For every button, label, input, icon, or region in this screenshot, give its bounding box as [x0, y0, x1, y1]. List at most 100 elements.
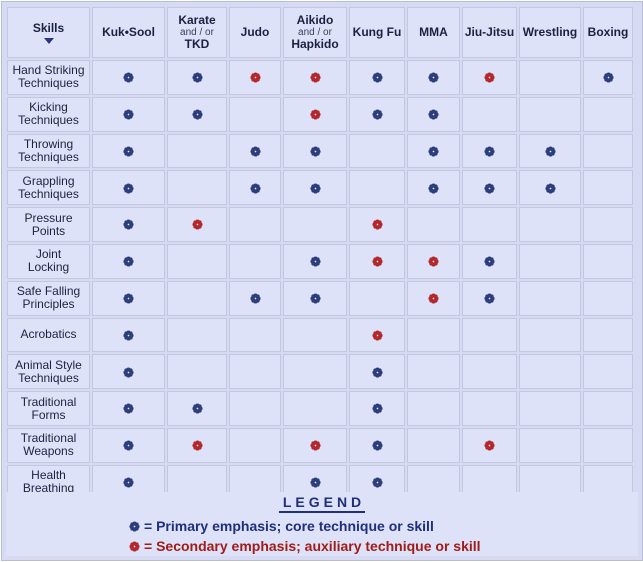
table-cell	[349, 96, 405, 132]
blue-flower-icon	[191, 403, 203, 414]
blue-flower-icon	[123, 367, 134, 378]
table-cell	[167, 96, 227, 132]
table-cell	[283, 133, 347, 169]
table-cell	[229, 170, 281, 206]
blue-flower-icon	[191, 109, 203, 120]
skill-name: Pressure Points	[7, 207, 90, 242]
blue-flower-icon	[484, 183, 495, 194]
table-cell	[229, 133, 281, 169]
table-cell	[167, 280, 227, 316]
header-style-name: Wrestling	[522, 25, 578, 39]
table-cell	[462, 60, 517, 95]
legend-primary: = Primary emphasis; core technique or sk…	[129, 518, 434, 534]
table-cell	[283, 96, 347, 132]
header-style-name: Karate	[178, 13, 216, 27]
header-style: Judo	[229, 7, 281, 58]
table-cell	[462, 354, 517, 390]
skill-name-line: Points	[31, 223, 66, 238]
header-skills[interactable]: Skills	[7, 7, 90, 58]
table-cell	[167, 243, 227, 279]
table-cell	[229, 60, 281, 95]
table-cell	[349, 133, 405, 169]
skill-name-line: Techniques	[18, 186, 79, 201]
skill-name: Animal Style Techniques	[7, 354, 90, 390]
table-cell	[407, 207, 460, 242]
red-flower-icon	[309, 440, 321, 451]
blue-flower-icon	[123, 219, 134, 230]
blue-flower-icon	[484, 293, 495, 304]
table-cell	[92, 133, 165, 169]
table-cell	[407, 96, 460, 132]
skill-name-line: Safe Falling	[16, 284, 81, 299]
table-cell	[407, 170, 460, 206]
header-style: Wrestling	[519, 7, 581, 58]
table-cell	[92, 427, 165, 463]
table-cell	[583, 280, 633, 316]
comparison-table: Skills Kuk•Sool Karate and / or TKD Judo Aikid…	[5, 5, 635, 502]
blue-flower-icon	[371, 477, 383, 488]
table-cell	[407, 317, 460, 353]
table-cell	[92, 96, 165, 132]
blue-flower-icon	[249, 183, 261, 194]
red-flower-icon	[129, 541, 140, 552]
table-cell	[583, 391, 633, 426]
skill-name: Joint Locking	[7, 243, 90, 279]
header-style-name: Kung Fu	[352, 25, 402, 39]
blue-flower-icon	[249, 293, 261, 304]
header-style: MMA	[407, 7, 460, 58]
header-skills-label: Skills	[32, 20, 65, 35]
skill-name-line: Traditional	[20, 431, 77, 446]
table-cell	[583, 243, 633, 279]
table-cell	[407, 60, 460, 95]
table-cell	[229, 280, 281, 316]
table-cell	[229, 96, 281, 132]
skill-name-line: Animal Style	[15, 357, 82, 372]
header-style-connector: and / or	[180, 27, 214, 38]
table-cell	[462, 317, 517, 353]
blue-flower-icon	[309, 146, 321, 157]
skill-name-line: Principles	[22, 297, 75, 312]
table-row: Grappling Techniques	[7, 170, 633, 206]
blue-flower-icon	[428, 183, 439, 194]
table-cell	[462, 170, 517, 206]
blue-flower-icon	[309, 293, 321, 304]
header-style-alt-name: TKD	[184, 37, 210, 51]
table-cell	[519, 317, 581, 353]
table-cell	[462, 133, 517, 169]
blue-flower-icon	[544, 146, 556, 157]
table-cell	[349, 243, 405, 279]
table-cell	[283, 391, 347, 426]
blue-flower-icon	[123, 477, 134, 488]
caret-down-icon[interactable]	[43, 37, 54, 44]
skill-name: Grappling Techniques	[7, 170, 90, 206]
blue-flower-icon	[123, 72, 134, 83]
skill-name-line: Health	[31, 468, 66, 483]
table-cell	[349, 60, 405, 95]
skill-name-line: Pressure	[24, 210, 73, 225]
table-cell	[229, 207, 281, 242]
skill-name-line: Techniques	[18, 149, 79, 164]
table-cell	[167, 133, 227, 169]
table-row: Hand Striking Techniques	[7, 60, 633, 95]
skill-name-line: Techniques	[18, 113, 79, 128]
table-cell	[92, 391, 165, 426]
red-flower-icon	[371, 219, 383, 230]
table-cell	[583, 207, 633, 242]
table-cell	[229, 427, 281, 463]
skill-name: Hand Striking Techniques	[7, 60, 90, 95]
table-cell	[407, 243, 460, 279]
table-cell	[583, 354, 633, 390]
table-cell	[407, 391, 460, 426]
table-cell	[583, 170, 633, 206]
header-style-name: Boxing	[587, 25, 629, 39]
table-cell	[167, 354, 227, 390]
table-cell	[519, 354, 581, 390]
header-style: Jiu-Jitsu	[462, 7, 517, 58]
table-cell	[283, 317, 347, 353]
skill-name: Throwing Techniques	[7, 133, 90, 169]
blue-flower-icon	[123, 330, 134, 341]
table-cell	[349, 170, 405, 206]
red-flower-icon	[484, 440, 495, 451]
table-row: Acrobatics	[7, 317, 633, 353]
table-cell	[167, 317, 227, 353]
